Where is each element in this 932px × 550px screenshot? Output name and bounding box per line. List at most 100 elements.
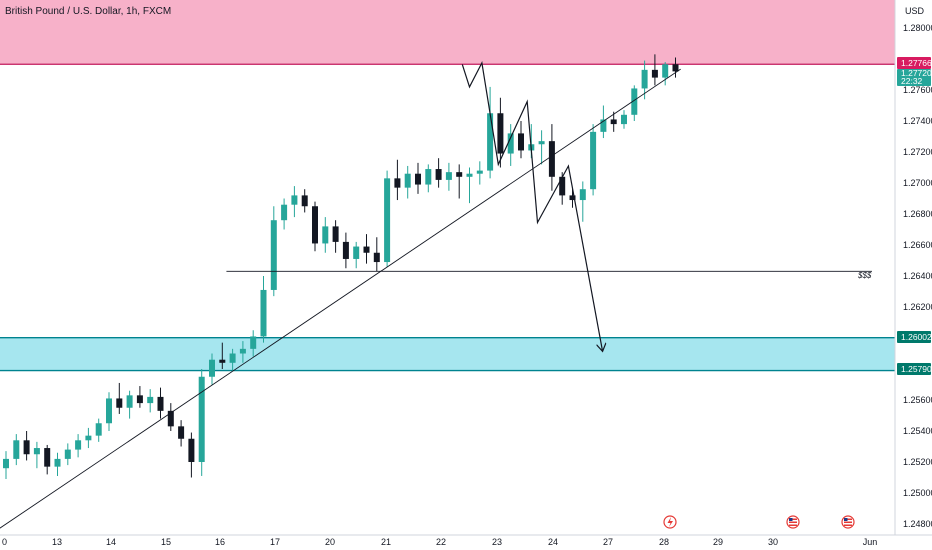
us-flag-event-icon[interactable]	[786, 515, 800, 529]
candle	[342, 232, 349, 269]
candle-body	[260, 289, 267, 337]
support-zone[interactable]	[0, 337, 895, 371]
plot-background	[0, 0, 895, 535]
time-tick-label: 14	[106, 537, 116, 547]
candle-body	[198, 376, 205, 462]
price-tick-label: 1.27200	[903, 147, 932, 157]
time-tick-label: 28	[659, 537, 669, 547]
time-axis-ticks: 0 13 14 15 16 17 20 21 22 23 24 27 28 29 30 Jun	[2, 537, 877, 547]
time-tick-label: 21	[381, 537, 391, 547]
candle-body	[239, 348, 246, 354]
candle	[456, 164, 463, 199]
candle-body	[291, 195, 298, 205]
candle-body	[641, 69, 648, 89]
price-tick-label: 1.26800	[903, 209, 932, 219]
candle-body	[404, 173, 411, 188]
candle-body	[116, 398, 123, 408]
price-tick-label: 1.27000	[903, 178, 932, 188]
price-tick-label: 1.24800	[903, 519, 932, 529]
candle	[126, 390, 133, 419]
us-flag-event-icon[interactable]	[841, 515, 855, 529]
candle-body	[579, 189, 586, 201]
candle-body	[23, 440, 30, 455]
candle-body	[13, 440, 20, 459]
candle-body	[126, 395, 133, 408]
resistance-zone[interactable]	[0, 0, 895, 65]
candle-body	[301, 195, 308, 207]
candle-body	[3, 458, 9, 469]
time-tick-label: 30	[768, 537, 778, 547]
time-axis[interactable]	[0, 535, 895, 550]
candle-body	[476, 170, 483, 174]
candle	[219, 342, 226, 369]
candle	[641, 60, 648, 100]
time-tick-label: 29	[713, 537, 723, 547]
candle-body	[270, 220, 277, 290]
candle-body	[188, 438, 195, 462]
candle	[662, 62, 669, 86]
candle-body	[610, 119, 617, 125]
time-tick-label: 15	[161, 537, 171, 547]
candle-body	[147, 396, 154, 404]
price-axis[interactable]	[895, 0, 932, 550]
candlestick-series	[3, 54, 679, 480]
candle	[116, 382, 123, 414]
candle	[548, 124, 555, 191]
candle	[75, 434, 82, 458]
candle	[353, 241, 360, 269]
support-bottom-price-tag: 1.25790	[897, 363, 932, 375]
candle-body	[106, 398, 112, 424]
candle-body	[44, 448, 51, 467]
chart-title: British Pound / U.S. Dollar, 1h, FXCM	[5, 6, 171, 17]
candle	[466, 167, 473, 204]
time-tick-label: 27	[603, 537, 613, 547]
candle	[497, 97, 504, 168]
candle-body	[569, 195, 576, 201]
lightning-event-icon[interactable]	[663, 515, 677, 529]
candle	[322, 217, 329, 253]
candle-body	[384, 178, 391, 263]
candle-body	[136, 395, 143, 404]
candle-body	[342, 241, 349, 259]
candle	[54, 452, 61, 476]
candle-body	[229, 353, 236, 363]
candle	[487, 86, 494, 179]
candle	[621, 110, 627, 129]
candle	[538, 130, 545, 165]
candle	[44, 444, 51, 475]
candle-body	[373, 252, 380, 263]
price-tick-label: 1.26400	[903, 271, 932, 281]
candle-body	[54, 458, 61, 467]
candle-body	[538, 141, 545, 145]
candle-body	[157, 396, 164, 411]
candle-body	[33, 448, 40, 455]
ascending-trendline[interactable]	[0, 68, 681, 531]
time-tick-label: 0	[2, 537, 7, 547]
candle	[312, 201, 318, 252]
candle-body	[415, 173, 421, 185]
price-tick-label: 1.25000	[903, 488, 932, 498]
candle-body	[600, 119, 607, 132]
candle	[672, 57, 679, 78]
candle	[373, 237, 380, 272]
candle-body	[487, 113, 494, 171]
time-tick-label: 23	[492, 537, 502, 547]
candle	[384, 170, 391, 267]
currency-label: USD	[905, 6, 925, 16]
current-price-tag: 1.27720 22:32	[897, 68, 932, 86]
time-tick-label: 13	[52, 537, 62, 547]
price-tick-label: 1.27600	[903, 85, 932, 95]
candle	[33, 441, 40, 469]
candle-body	[518, 133, 524, 151]
candle	[610, 111, 617, 132]
candle	[3, 451, 9, 480]
candle-body	[435, 169, 442, 180]
candle	[394, 159, 401, 201]
price-tick-label: 1.25200	[903, 457, 932, 467]
projection-path[interactable]	[461, 61, 602, 351]
candle	[157, 387, 164, 419]
candle	[281, 198, 288, 230]
time-tick-label: 22	[436, 537, 446, 547]
candle-body	[332, 226, 339, 242]
